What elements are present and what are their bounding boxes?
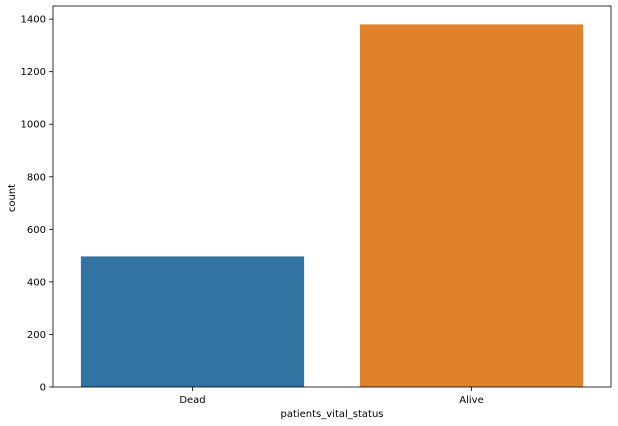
y-axis-ticks: 0 200 400 600 800 1000 1200 1400 — [21, 15, 53, 394]
bar-alive — [359, 24, 584, 388]
x-axis-label: patients_vital_status — [280, 409, 383, 420]
x-tick-label-alive: Alive — [459, 395, 483, 406]
bars — [80, 24, 584, 388]
y-tick-label: 200 — [27, 330, 46, 341]
x-tick-label-dead: Dead — [179, 395, 205, 406]
y-tick-label: 600 — [27, 225, 46, 236]
y-axis-label: count — [7, 184, 18, 212]
y-tick-label: 400 — [27, 277, 46, 288]
y-tick-label: 800 — [27, 172, 46, 183]
y-tick-label: 0 — [40, 383, 46, 394]
y-tick-label: 1000 — [21, 120, 46, 131]
y-tick-label: 1200 — [21, 67, 46, 78]
y-tick-label: 1400 — [21, 15, 46, 26]
x-axis-ticks: Dead Alive — [179, 387, 484, 406]
plot-frame — [52, 5, 612, 388]
bar-dead — [80, 256, 305, 387]
